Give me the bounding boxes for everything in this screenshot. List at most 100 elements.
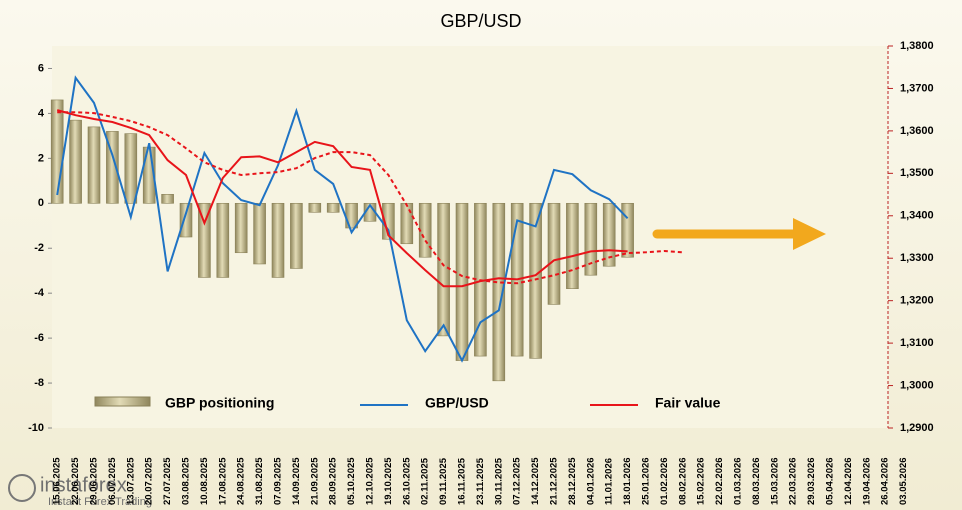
x-tick-label: 21.09.2025 (309, 457, 320, 505)
x-tick-label: 29.03.2026 (806, 457, 817, 505)
legend-label: Fair value (655, 395, 721, 411)
bar (290, 202, 303, 269)
x-tick-label: 03.05.2026 (898, 457, 909, 505)
x-tick-label: 22.02.2026 (714, 457, 725, 505)
x-tick-label: 03.08.2025 (181, 457, 192, 505)
y-tick-label: -10 (28, 422, 44, 434)
x-tick-label: 08.03.2026 (751, 457, 762, 505)
x-tick-label: 16.11.2025 (457, 457, 468, 505)
x-tick-label: 04.01.2026 (585, 457, 596, 505)
x-tick-label: 12.10.2025 (365, 457, 376, 505)
bar (400, 202, 414, 245)
x-tick-label: 17.08.2025 (217, 457, 228, 505)
x-tick-label: 10.08.2025 (199, 457, 210, 505)
x-tick-label: 20.07.2025 (144, 457, 155, 505)
bar (50, 99, 64, 204)
legend-label: GBP positioning (165, 395, 274, 411)
x-tick-label: 28.12.2025 (567, 457, 578, 505)
bar (566, 202, 579, 289)
watermark-brand: instaforex (40, 474, 127, 496)
y2-tick-label: 1,3700 (900, 82, 934, 94)
bar (621, 202, 634, 258)
bar (271, 202, 285, 278)
bar (345, 202, 358, 229)
legend-swatch (94, 396, 151, 407)
line (56, 109, 628, 288)
bar (455, 202, 469, 361)
bar (253, 202, 266, 265)
x-tick-label: 25.01.2026 (641, 457, 652, 505)
y2-tick-label: 1,3600 (900, 125, 934, 137)
x-tick-label: 31.08.2025 (254, 457, 265, 505)
legend-label: GBP/USD (425, 395, 489, 411)
bar (234, 202, 248, 254)
y-tick-label: 2 (38, 152, 44, 164)
y2-tick-label: 1,3100 (900, 337, 934, 349)
x-tick-label: 01.02.2026 (659, 457, 670, 505)
bar (161, 194, 174, 204)
y-tick-label: -2 (34, 242, 44, 254)
bar (198, 202, 211, 278)
x-tick-label: 06.07.2025 (107, 457, 118, 505)
x-tick-label: 08.02.2026 (677, 457, 688, 505)
y-tick-label: 4 (38, 107, 45, 119)
bar (326, 202, 340, 213)
bar (584, 202, 598, 276)
y2-tick-label: 1,3200 (900, 295, 934, 307)
bar (124, 133, 138, 204)
x-tick-label: 14.12.2025 (530, 457, 541, 505)
y2-tick-label: 1,3800 (900, 40, 934, 52)
watermark: instaforex Instant Forex Trading (8, 474, 152, 508)
x-tick-label: 21.12.2025 (549, 457, 560, 505)
x-tick-label: 22.06.2025 (70, 457, 81, 505)
y2-tick-label: 1,3300 (900, 252, 934, 264)
bar (547, 202, 561, 305)
y2-tick-label: 1,2900 (900, 422, 934, 434)
y-tick-label: -4 (34, 287, 45, 299)
x-tick-label: 29.06.2025 (89, 457, 100, 505)
y-tick-label: 6 (38, 62, 44, 74)
x-tick-label: 13.07.2025 (125, 457, 136, 505)
x-tick-label: 26.10.2025 (401, 457, 412, 505)
chart-title: GBP/USD (440, 11, 521, 31)
x-tick-label: 15.06.2025 (52, 457, 63, 505)
x-tick-label: 30.11.2025 (493, 457, 504, 505)
x-tick-label: 14.09.2025 (291, 457, 302, 505)
bar (437, 202, 450, 337)
x-tick-label: 27.07.2025 (162, 457, 173, 505)
watermark-tagline: Instant Forex Trading (48, 496, 152, 508)
dashed-line (57, 111, 683, 285)
x-tick-label: 18.01.2026 (622, 457, 633, 505)
bar (179, 202, 193, 238)
x-tick-label: 05.10.2025 (346, 457, 357, 505)
x-tick-label: 19.04.2026 (861, 457, 872, 505)
bar (492, 202, 506, 382)
x-tick-label: 12.04.2026 (843, 457, 854, 505)
x-tick-label: 22.03.2026 (788, 457, 799, 505)
bar (69, 119, 82, 204)
forecast-arrow-head (793, 218, 826, 250)
y-tick-label: -6 (34, 332, 44, 344)
watermark-logo (8, 474, 36, 502)
y2-tick-label: 1,3000 (900, 379, 934, 391)
bar (87, 126, 101, 204)
x-tick-label: 26.04.2026 (880, 457, 891, 505)
x-tick-label: 07.12.2025 (512, 457, 523, 505)
x-tick-label: 11.01.2026 (604, 458, 615, 505)
x-tick-label: 24.08.2025 (236, 457, 247, 505)
y2-tick-label: 1,3400 (900, 210, 934, 222)
x-tick-label: 05.04.2026 (825, 457, 836, 505)
x-tick-label: 23.11.2025 (475, 457, 486, 505)
y2-tick-label: 1,3500 (900, 167, 934, 179)
y-tick-label: -8 (34, 377, 44, 389)
line (56, 75, 629, 363)
bar (216, 202, 230, 278)
x-tick-label: 15.03.2026 (769, 457, 780, 505)
x-tick-label: 28.09.2025 (328, 457, 339, 505)
x-tick-label: 09.11.2025 (438, 457, 449, 505)
x-tick-label: 19.10.2025 (383, 457, 394, 505)
bar (308, 202, 322, 213)
y-tick-label: 0 (38, 197, 44, 209)
x-tick-label: 01.03.2026 (733, 457, 744, 505)
